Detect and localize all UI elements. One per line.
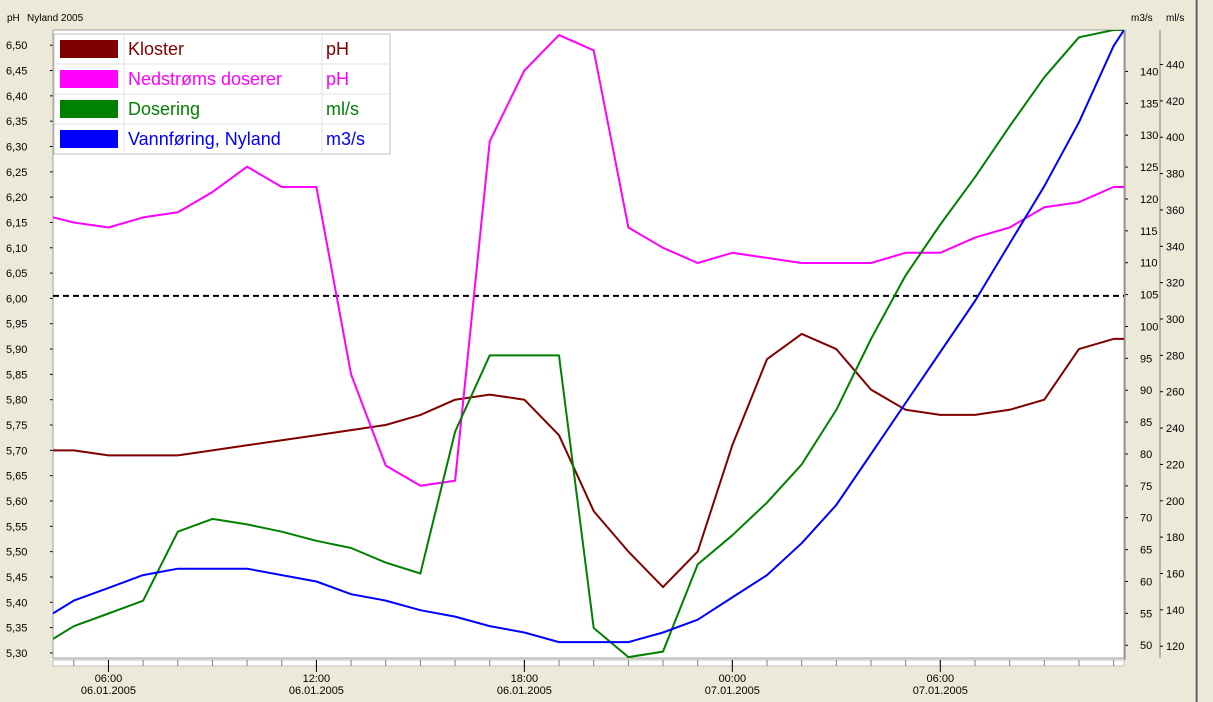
right-axis-m3s-tick-label: 135 [1140,98,1158,110]
x-axis-date-label: 07.01.2005 [705,685,760,697]
right-axis-m3s-tick-label: 140 [1140,66,1158,78]
right-axis-mls-tick-label: 300 [1166,314,1184,326]
left-axis-tick-label: 6,15 [6,217,27,229]
x-axis-time-label: 06:00 [927,673,955,685]
series-group [53,30,1124,659]
legend-series-unit: pH [326,69,349,89]
x-axis-strip [52,659,1125,667]
right-axis-mls: 440 420 400 380 360 340 320 300 280 260 240 220 200 1… [1160,60,1184,653]
right-axis-mls-tick-label: 140 [1166,605,1184,617]
series-line-nedstr-ms-doserer [53,34,1124,487]
left-axis-tick-label: 6,40 [6,91,27,103]
series-line-kloster [53,332,1124,589]
right-axis-m3s-tick-label: 90 [1140,385,1152,397]
right-axis-m3s-tick-label: 105 [1140,290,1158,302]
left-axis-unit: pH [7,13,20,24]
legend-swatch [60,40,118,58]
chart-title: Nyland 2005 [27,13,84,24]
left-axis-tick-label: 6,05 [6,268,27,280]
left-axis-tick-label: 6,50 [6,40,27,52]
right-axis-m3s-tick-label: 70 [1140,513,1152,525]
left-axis-tick-label: 6,00 [6,293,27,305]
x-axis-date-label: 07.01.2005 [913,685,968,697]
right-axis-m3s-tick-label: 120 [1140,194,1158,206]
x-axis-time-label: 00:00 [719,673,747,685]
right-axis-m3s-tick-label: 65 [1140,545,1152,557]
right-axis-m3s-tick-label: 110 [1140,258,1158,270]
legend: Kloster pH Nedstrøms doserer pH Dosering ml/s… [53,33,391,155]
left-axis-tick-label: 5,45 [6,572,27,584]
left-axis-tick-label: 6,45 [6,66,27,78]
left-axis-tick-label: 5,90 [6,344,27,356]
legend-series-name: Nedstrøms doserer [128,69,282,89]
left-axis-tick-label: 5,65 [6,471,27,483]
right-axis-m3s-tick-label: 130 [1140,130,1158,142]
series-line-vannf-ring-nyland [53,30,1124,644]
legend-swatch [60,130,118,148]
right-axis-m3s-tick-label: 125 [1140,162,1158,174]
left-axis-tick-label: 6,30 [6,141,27,153]
series-line-dosering [53,30,1124,659]
x-axis: 06:0006.01.200512:0006.01.200518:0006.01… [73,660,1115,697]
left-axis-tick-label: 6,20 [6,192,27,204]
right-axis-mls-tick-label: 160 [1166,568,1184,580]
right-axis-mls-tick-label: 280 [1166,350,1184,362]
left-axis-tick-label: 5,60 [6,496,27,508]
right-axis-m3s-tick-label: 55 [1140,608,1152,620]
left-axis-tick-label: 5,80 [6,395,27,407]
right-axis-mls-tick-label: 400 [1166,132,1184,144]
right-axis-mls-tick-label: 200 [1166,496,1184,508]
right-axis-mls-tick-label: 380 [1166,169,1184,181]
left-axis-tick-label: 6,35 [6,116,27,128]
left-axis-tick-label: 5,95 [6,319,27,331]
right-axis-2-unit: ml/s [1166,13,1184,24]
right-axis-m3s-tick-label: 95 [1140,353,1152,365]
left-axis-tick-label: 6,25 [6,167,27,179]
legend-series-unit: m3/s [326,129,365,149]
legend-series-name: Kloster [128,39,184,59]
left-axis-tick-label: 5,50 [6,547,27,559]
right-axis-mls-tick-label: 240 [1166,423,1184,435]
left-axis-tick-label: 5,55 [6,521,27,533]
right-axis-m3s-tick-label: 60 [1140,576,1152,588]
right-axis-mls-tick-label: 360 [1166,205,1184,217]
legend-swatch [60,100,118,118]
right-axis-m3s-tick-label: 85 [1140,417,1152,429]
x-axis-date-label: 06.01.2005 [497,685,552,697]
legend-swatch [60,70,118,88]
right-axis-mls-tick-label: 420 [1166,96,1184,108]
x-axis-time-label: 18:00 [511,673,539,685]
left-axis-tick-label: 5,70 [6,445,27,457]
legend-series-unit: pH [326,39,349,59]
right-axis-m3s-tick-label: 75 [1140,481,1152,493]
right-axis-m3s-tick-label: 50 [1140,640,1152,652]
right-axis-m3s-tick-label: 100 [1140,321,1158,333]
left-axis-tick-label: 5,85 [6,369,27,381]
right-axis-mls-tick-label: 320 [1166,278,1184,290]
left-axis-tick-label: 5,30 [6,648,27,660]
right-axis-mls-tick-label: 180 [1166,532,1184,544]
left-axis-tick-label: 5,75 [6,420,27,432]
right-axis-m3s-tick-label: 80 [1140,449,1152,461]
right-axis-mls-tick-label: 220 [1166,459,1184,471]
right-axis-1-unit: m3/s [1131,13,1153,24]
right-axis-m3s-tick-label: 115 [1140,226,1158,238]
x-axis-time-label: 06:00 [95,673,123,685]
right-axis-mls-tick-label: 260 [1166,387,1184,399]
left-axis-tick-label: 5,40 [6,597,27,609]
x-axis-time-label: 12:00 [303,673,331,685]
right-axis-mls-tick-label: 120 [1166,641,1184,653]
right-axis-m3s: 140 135 130 125 120 115 110 105 100 95 90 85 80 75 70 6… [1125,30,1161,658]
right-axis-mls-tick-label: 440 [1166,60,1184,72]
right-axis-mls-tick-label: 340 [1166,241,1184,253]
left-axis-tick-label: 6,10 [6,243,27,255]
legend-series-name: Vannføring, Nyland [128,129,281,149]
x-axis-date-label: 06.01.2005 [289,685,344,697]
legend-series-name: Dosering [128,99,200,119]
left-axis-tick-label: 5,35 [6,623,27,635]
legend-series-unit: ml/s [326,99,359,119]
x-axis-date-label: 06.01.2005 [81,685,136,697]
